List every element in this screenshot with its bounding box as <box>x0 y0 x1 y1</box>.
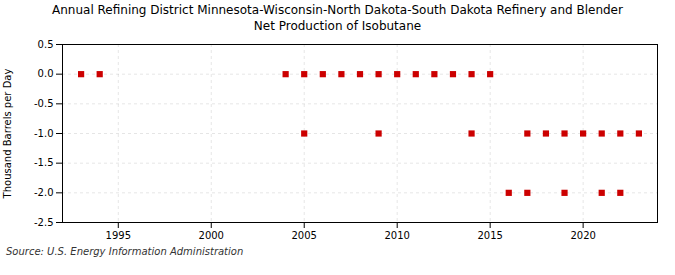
svg-text:2015: 2015 <box>477 230 502 241</box>
svg-text:-0.5: -0.5 <box>34 98 54 109</box>
svg-text:0.0: 0.0 <box>38 69 54 80</box>
html-text:Annual Refining District Minne: Annual Refining District Minnesota-Wisco… <box>52 3 623 33</box>
html-text:Source: U.S. Energy Informatio: Source: U.S. Energy Information Administ… <box>6 246 244 258</box>
svg-text:-2.0: -2.0 <box>34 187 54 198</box>
svg-text:2010: 2010 <box>384 230 409 241</box>
svg-text:-1.5: -1.5 <box>34 158 54 169</box>
svg-text:2020: 2020 <box>570 230 595 241</box>
svg-text:2000: 2000 <box>199 230 224 241</box>
svg-text:-2.5: -2.5 <box>34 217 54 228</box>
svg-text:-1.0: -1.0 <box>34 128 54 139</box>
svg-text:0.5: 0.5 <box>38 39 54 50</box>
svg-text:Thousand Barrels per Day: Thousand Barrels per Day <box>2 69 13 200</box>
svg-text:1995: 1995 <box>106 230 131 241</box>
svg-text:2005: 2005 <box>291 230 316 241</box>
